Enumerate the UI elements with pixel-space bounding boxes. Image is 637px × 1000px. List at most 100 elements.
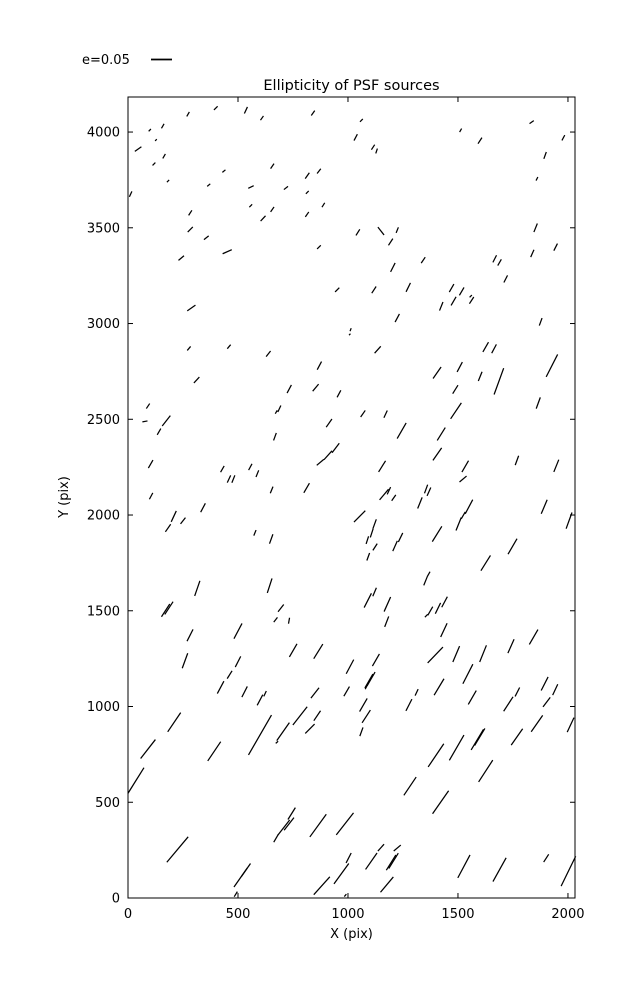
y-tick-label: 1500: [87, 604, 120, 619]
ellipticity-whisker: [309, 813, 327, 838]
ellipticity-whisker: [440, 622, 448, 638]
ellipticity-whisker: [395, 227, 399, 234]
ellipticity-whisker: [365, 536, 370, 545]
ellipticity-whisker: [396, 422, 407, 439]
tick-labels: 0 500 1000 1500 2000 0 500 1000 1500 2000 2500 3000…: [87, 126, 585, 922]
ellipticity-whisker: [561, 134, 566, 141]
ellipticity-whisker: [353, 133, 358, 141]
ellipticity-whisker: [371, 653, 380, 667]
ellipticity-whisker: [277, 604, 285, 613]
ellipticity-whisker: [448, 283, 455, 293]
ellipticity-whisker: [233, 891, 238, 898]
ellipticity-whisker: [507, 638, 515, 654]
ellipticity-whisker: [452, 384, 459, 394]
ellipticity-whisker: [543, 151, 547, 160]
ellipticity-whisker: [276, 722, 290, 741]
ellipticity-whisker: [164, 523, 172, 533]
ellipticity-whisker: [427, 646, 444, 664]
ellipticity-whisker: [325, 418, 333, 428]
ellipticity-whisker: [310, 110, 316, 116]
ellipticity-whisker: [386, 486, 392, 495]
ellipticity-whisker: [542, 696, 551, 708]
ellipticity-whisker: [287, 807, 296, 820]
ellipticity-whisker: [164, 601, 174, 615]
ellipticity-whisker: [383, 596, 392, 612]
ellipticity-whisker: [441, 596, 448, 608]
ellipticity-whisker: [313, 876, 331, 896]
ellipticity-whisker: [253, 529, 257, 536]
ellipticity-whisker: [181, 653, 189, 669]
ellipticity-whisker: [272, 432, 277, 441]
ellipticity-whisker: [420, 256, 426, 264]
y-tick-label: 500: [95, 796, 120, 811]
ellipticity-whisker: [331, 442, 340, 454]
ellipticity-whisker: [160, 123, 165, 129]
ellipticity-whisker: [273, 617, 278, 623]
ellipticity-whisker: [392, 540, 398, 552]
ellipticity-whisker: [186, 346, 192, 351]
ellipticity-whisker: [156, 428, 162, 436]
y-tick-label: 2500: [87, 413, 120, 428]
ellipticity-whisker: [390, 262, 396, 273]
ellipticity-whisker: [256, 694, 264, 706]
ellipticity-whisker: [385, 854, 397, 871]
ellipticity-whisker: [450, 296, 457, 306]
ellipticity-whisker: [349, 327, 352, 332]
ellipticity-whisker: [304, 211, 310, 218]
ellipticity-whisker: [417, 497, 423, 509]
ellipticity-whisker: [492, 857, 507, 882]
whisker-group: [127, 105, 577, 898]
ellipticity-whisker: [243, 106, 248, 114]
ellipticity-whisker: [286, 384, 292, 394]
ellipticity-whisker: [492, 254, 498, 263]
ellipticity-whisker: [459, 475, 467, 483]
ellipticity-whisker: [510, 728, 524, 746]
ellipticity-whisker: [266, 578, 273, 594]
ellipticity-whisker: [365, 852, 378, 870]
ellipticity-whisker: [312, 383, 320, 392]
ellipticity-whisker: [514, 455, 520, 466]
ellipticity-whisker: [470, 729, 485, 751]
ellipticity-whisker: [147, 459, 154, 469]
ellipticity-whisker: [142, 420, 148, 423]
ellipticity-whisker: [379, 488, 390, 501]
ellipticity-whisker: [226, 344, 232, 350]
ellipticity-whisker: [343, 893, 347, 897]
ellipticity-whisker: [240, 863, 252, 877]
ellipticity-whisker: [269, 486, 274, 494]
ellipticity-whisker: [528, 629, 539, 645]
ellipticity-whisker: [503, 696, 514, 712]
ellipticity-whisker: [370, 144, 376, 151]
ellipticity-whisker: [359, 118, 364, 123]
ellipticity-whisker: [553, 459, 560, 473]
ellipticity-whisker: [359, 698, 368, 712]
ellipticity-whisker: [540, 676, 549, 691]
ellipticity-whisker: [231, 475, 236, 483]
ellipticity-whisker: [233, 623, 243, 639]
ellipticity-whisker: [260, 215, 266, 222]
ellipticity-whisker: [372, 519, 377, 529]
ellipticity-whisker: [459, 128, 463, 133]
ellipticity-whisker: [277, 819, 291, 836]
ellipticity-whisker: [372, 587, 377, 597]
ellipticity-whisker: [377, 226, 385, 236]
ellipticity-whisker: [140, 739, 156, 759]
ellipticity-whisker: [148, 128, 152, 132]
ellipticity-whisker: [263, 690, 267, 697]
ellipticity-whisker: [273, 833, 279, 843]
ellipticity-whisker: [363, 593, 372, 608]
ellipticity-whisker: [426, 487, 432, 497]
ellipticity-whisker: [134, 146, 142, 152]
ellipticity-whisker: [321, 202, 326, 208]
ellipticity-whisker: [360, 410, 366, 418]
ellipticity-whisker: [188, 209, 193, 216]
ellipticity-whisker: [432, 790, 450, 815]
ellipticity-whisker: [305, 190, 310, 195]
ellipticity-whisker: [480, 555, 491, 572]
ellipticity-whisker: [538, 317, 543, 326]
ellipticity-whisker: [187, 226, 194, 233]
ellipticity-whisker: [355, 228, 361, 236]
ellipticity-whisker: [213, 105, 219, 111]
